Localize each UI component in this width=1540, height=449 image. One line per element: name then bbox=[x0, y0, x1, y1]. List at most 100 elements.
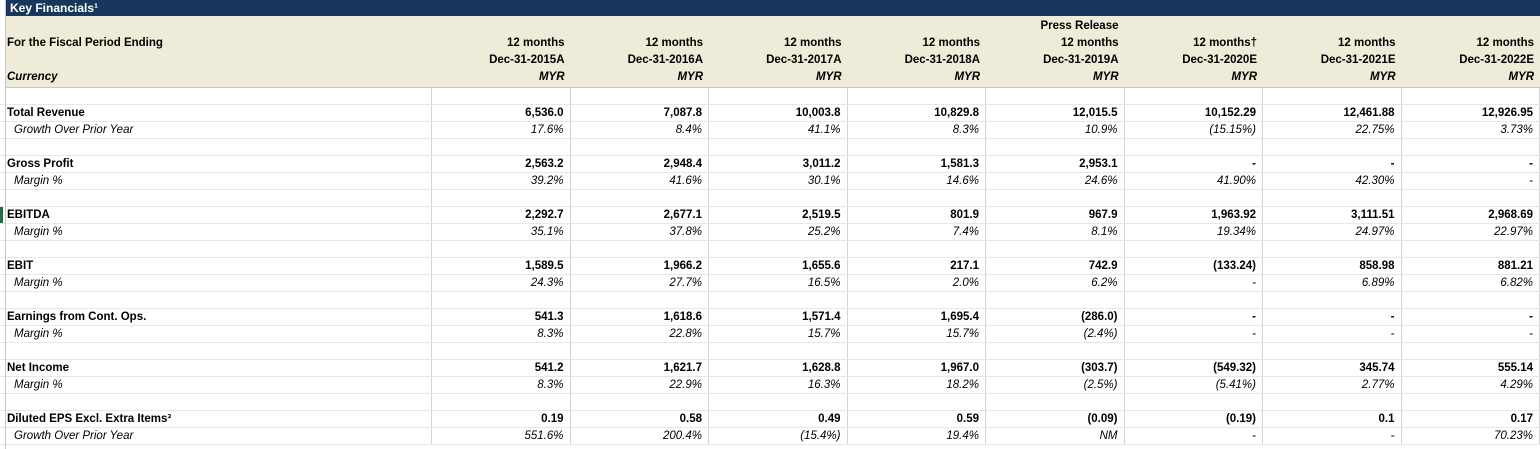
value-cell: 8.1% bbox=[986, 224, 1125, 240]
value-cell: - bbox=[1402, 309, 1540, 325]
value-cell: 42.30% bbox=[1263, 173, 1402, 189]
value-cell bbox=[1125, 190, 1263, 206]
column-header-date: Dec-31-2018A bbox=[904, 54, 980, 66]
value-cell: 37.8% bbox=[571, 224, 709, 240]
table-row: Margin % 39.2% 41.6% 30.1% 14.6% 24.6% 41.90% 4… bbox=[0, 173, 1540, 190]
value-cell: 2,519.5 bbox=[709, 207, 848, 223]
value-cell: 1,655.6 bbox=[709, 258, 848, 274]
row-label: Growth Over Prior Year bbox=[0, 428, 432, 444]
value-cell: 1,589.5 bbox=[432, 258, 571, 274]
value-cell: 7.4% bbox=[848, 224, 986, 240]
value-cell bbox=[986, 139, 1125, 155]
value-cell bbox=[986, 394, 1125, 410]
value-cell bbox=[571, 241, 709, 257]
value-cell: - bbox=[1402, 156, 1540, 172]
value-cell: 1,581.3 bbox=[848, 156, 986, 172]
column-header-period: 12 months bbox=[506, 37, 565, 49]
value-cell: 881.21 bbox=[1402, 258, 1540, 274]
value-cell: 0.58 bbox=[571, 411, 709, 427]
row-label bbox=[0, 88, 432, 104]
table-row: EBITDA 2,292.7 2,677.1 2,519.5 801.9 967.9 1,9… bbox=[0, 207, 1540, 224]
value-cell: 6.2% bbox=[986, 275, 1125, 291]
value-cell: (303.7) bbox=[986, 360, 1125, 376]
header-row-period: For the Fiscal Period Ending 12 months 12… bbox=[6, 35, 1540, 52]
value-cell: 551.6% bbox=[432, 428, 571, 444]
value-cell bbox=[848, 139, 986, 155]
value-cell: - bbox=[1125, 428, 1263, 444]
value-cell bbox=[432, 394, 571, 410]
fiscal-period-ending-label: For the Fiscal Period Ending bbox=[7, 37, 163, 49]
value-cell bbox=[1125, 139, 1263, 155]
table-row: Margin % 24.3% 27.7% 16.5% 2.0% 6.2% -6.89% 6.8… bbox=[0, 275, 1540, 292]
table-row: Growth Over Prior Year 17.6% 8.4% 41.1% 8.3%… bbox=[0, 122, 1540, 139]
row-label bbox=[0, 292, 432, 308]
value-cell bbox=[709, 241, 848, 257]
column-header-date: Dec-31-2017A bbox=[766, 54, 842, 66]
value-cell: 22.75% bbox=[1263, 122, 1402, 138]
value-cell bbox=[1402, 190, 1540, 206]
value-cell bbox=[709, 292, 848, 308]
value-cell: 801.9 bbox=[848, 207, 986, 223]
spacer-row bbox=[0, 88, 1540, 105]
value-cell: (0.19) bbox=[1125, 411, 1263, 427]
value-cell: - bbox=[1125, 275, 1263, 291]
value-cell: 6,536.0 bbox=[432, 105, 571, 121]
spacer-row bbox=[0, 241, 1540, 258]
row-label: Margin % bbox=[0, 275, 432, 291]
value-cell: 7,087.8 bbox=[571, 105, 709, 121]
value-cell bbox=[848, 88, 986, 104]
column-header-note bbox=[1263, 18, 1402, 35]
column-header-currency: MYR bbox=[1231, 71, 1257, 83]
value-cell: 1,963.92 bbox=[1125, 207, 1263, 223]
value-cell bbox=[432, 292, 571, 308]
value-cell: (286.0) bbox=[986, 309, 1125, 325]
value-cell: 16.5% bbox=[709, 275, 848, 291]
value-cell: 8.3% bbox=[848, 122, 986, 138]
value-cell: 6.89% bbox=[1263, 275, 1402, 291]
value-cell: 19.34% bbox=[1125, 224, 1263, 240]
value-cell: 16.3% bbox=[709, 377, 848, 393]
value-cell bbox=[1402, 343, 1540, 359]
value-cell: 14.6% bbox=[848, 173, 986, 189]
row-label: Earnings from Cont. Ops. bbox=[0, 309, 432, 325]
value-cell bbox=[709, 139, 848, 155]
column-header-date: Dec-31-2022E bbox=[1459, 54, 1534, 66]
value-cell bbox=[432, 139, 571, 155]
value-cell bbox=[709, 394, 848, 410]
value-cell: (0.09) bbox=[986, 411, 1125, 427]
page-title: Key Financials¹ bbox=[10, 1, 99, 15]
value-cell: 1,628.8 bbox=[709, 360, 848, 376]
spacer-row bbox=[0, 343, 1540, 360]
value-cell bbox=[1263, 241, 1402, 257]
value-cell: (15.4%) bbox=[709, 428, 848, 444]
value-cell: 0.1 bbox=[1263, 411, 1402, 427]
value-cell: 1,966.2 bbox=[571, 258, 709, 274]
value-cell bbox=[1402, 241, 1540, 257]
value-cell: (549.32) bbox=[1125, 360, 1263, 376]
value-cell: 27.7% bbox=[571, 275, 709, 291]
value-cell bbox=[1263, 88, 1402, 104]
value-cell: 41.90% bbox=[1125, 173, 1263, 189]
value-cell bbox=[1125, 88, 1263, 104]
value-cell: (2.4%) bbox=[986, 326, 1125, 342]
value-cell bbox=[432, 343, 571, 359]
value-cell: 6.82% bbox=[1402, 275, 1540, 291]
column-header-date: Dec-31-2020E bbox=[1182, 54, 1257, 66]
value-cell bbox=[1402, 292, 1540, 308]
row-label: Margin % bbox=[0, 173, 432, 189]
value-cell: 41.6% bbox=[571, 173, 709, 189]
value-cell: 24.3% bbox=[432, 275, 571, 291]
value-cell: - bbox=[1402, 173, 1540, 189]
value-cell bbox=[1263, 139, 1402, 155]
value-cell bbox=[848, 394, 986, 410]
table-row: Margin % 8.3% 22.9% 16.3% 18.2% (2.5%) (5.41%)… bbox=[0, 377, 1540, 394]
value-cell bbox=[571, 292, 709, 308]
row-label bbox=[0, 343, 432, 359]
value-cell bbox=[986, 292, 1125, 308]
value-cell: 22.8% bbox=[571, 326, 709, 342]
value-cell: 10,003.8 bbox=[709, 105, 848, 121]
value-cell: (2.5%) bbox=[986, 377, 1125, 393]
value-cell: 10,152.29 bbox=[1125, 105, 1263, 121]
value-cell: 3,011.2 bbox=[709, 156, 848, 172]
